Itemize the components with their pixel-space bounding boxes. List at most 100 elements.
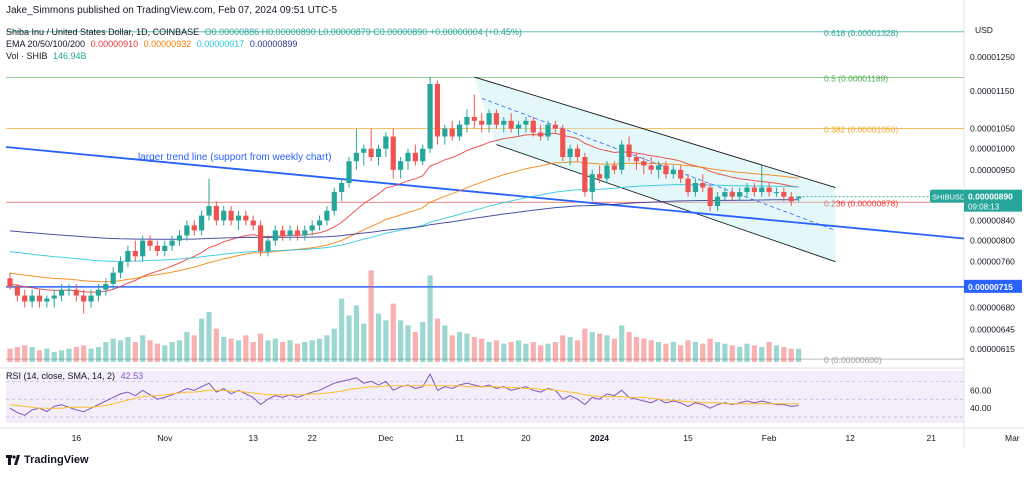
candle-body (125, 251, 131, 262)
candle-body (538, 132, 544, 137)
candle-body (22, 295, 28, 302)
volume-bar (493, 340, 500, 362)
candle-body (427, 83, 433, 149)
volume-bar (22, 345, 28, 362)
candle-body (316, 220, 323, 226)
volume-bar (700, 343, 706, 362)
volume-bar (479, 338, 485, 362)
volume-bar (781, 347, 787, 362)
volume-bar (412, 332, 418, 362)
ema-20-value: 0.00000910 (90, 39, 139, 49)
candle-body (346, 161, 352, 184)
volume-bar (280, 342, 286, 362)
candle-body (221, 210, 227, 221)
time-tick-label: Nov (157, 433, 173, 443)
tradingview-brand[interactable]: TradingView (6, 454, 89, 466)
candle-body (464, 116, 470, 125)
volume-bar (515, 340, 522, 362)
candle-body (58, 289, 65, 296)
volume-bar (110, 338, 116, 362)
candle-body (692, 183, 699, 193)
candle-body (405, 152, 411, 162)
candle-body (442, 128, 448, 137)
candle-body (648, 165, 654, 170)
candle-body (545, 124, 551, 137)
candle-body (449, 128, 455, 137)
time-tick-label: 12 (845, 433, 855, 443)
volume-bar (29, 347, 35, 362)
ohlc-values: O0.00000886 H0.00000890 L0.00000879 C0.0… (204, 27, 522, 37)
price-tick-label: 0.00000950 (970, 165, 1015, 175)
brand-name: TradingView (24, 454, 89, 466)
volume-bar (243, 335, 249, 362)
volume-bar (324, 335, 330, 362)
time-tick-label: 22 (307, 433, 317, 443)
candle-body (420, 148, 426, 162)
volume-bar (501, 343, 507, 362)
volume-bar (368, 270, 374, 362)
volume-bar (589, 332, 595, 362)
ema-50-line (9, 161, 799, 283)
volume-bar (235, 340, 242, 362)
candle-body (493, 113, 500, 125)
volume-bar (7, 348, 13, 362)
candle-body (29, 295, 35, 302)
time-tick-label: Dec (378, 433, 394, 443)
time-tick-label: Feb (762, 433, 777, 443)
candle-body (795, 196, 802, 199)
candle-body (169, 240, 175, 246)
volume-value: 146.94B (53, 51, 87, 61)
rsi-label: RSI (14, close, SMA, 14, 2) (6, 371, 116, 381)
volume-bar (766, 342, 772, 362)
volume-bar (611, 338, 617, 362)
candle-body (331, 192, 337, 211)
volume-bar (641, 338, 647, 362)
volume-bar (552, 342, 558, 362)
candle-body (744, 187, 750, 193)
volume-bar (729, 345, 735, 362)
volume-bar (154, 343, 160, 362)
candle-body (117, 261, 124, 273)
publisher-line: Jake_Simmons published on TradingView.co… (6, 5, 338, 16)
volume-bar (339, 298, 345, 362)
candle-body (560, 128, 566, 157)
candle-body (154, 245, 160, 252)
volume-bar (250, 342, 256, 362)
candle-body (759, 187, 765, 193)
volume-bar (162, 345, 168, 362)
ema-label: EMA 20/50/100/200 (6, 39, 86, 49)
candle-body (140, 240, 146, 257)
tradingview-logo-icon (6, 455, 20, 465)
volume-bar (265, 340, 271, 362)
volume-bar (272, 338, 278, 362)
candle-body (81, 295, 87, 302)
volume-bar (287, 340, 293, 362)
volume-bar (655, 342, 662, 362)
candle-body (213, 206, 219, 221)
volume-bar (206, 312, 212, 362)
legend-volume: Vol · SHIB 146.94B (6, 51, 87, 61)
price-tick-label: 0.00001050 (970, 124, 1015, 134)
candle-body (515, 124, 522, 129)
volume-bar (353, 305, 359, 362)
candle-body (773, 192, 780, 194)
volume-bar (508, 342, 514, 362)
volume-bar (788, 348, 794, 362)
volume-bar (678, 345, 684, 362)
fib-level-label: 0 (0.00000600) (824, 355, 882, 365)
volume-bar (442, 325, 448, 362)
candle-body (589, 174, 595, 193)
currency-label: USD (975, 25, 993, 35)
candle-body (781, 192, 787, 197)
support-tag-label: 0.00000715 (968, 282, 1013, 292)
candle-body (479, 120, 485, 125)
candle-body (51, 295, 57, 299)
volume-bar (692, 342, 699, 362)
price-tick-label: 0.00001250 (970, 52, 1015, 62)
candle-body (626, 144, 632, 157)
candle-body (324, 210, 330, 221)
candle-body (250, 220, 256, 226)
volume-bar (221, 337, 227, 362)
price-tick-label: 0.00000645 (970, 324, 1015, 334)
